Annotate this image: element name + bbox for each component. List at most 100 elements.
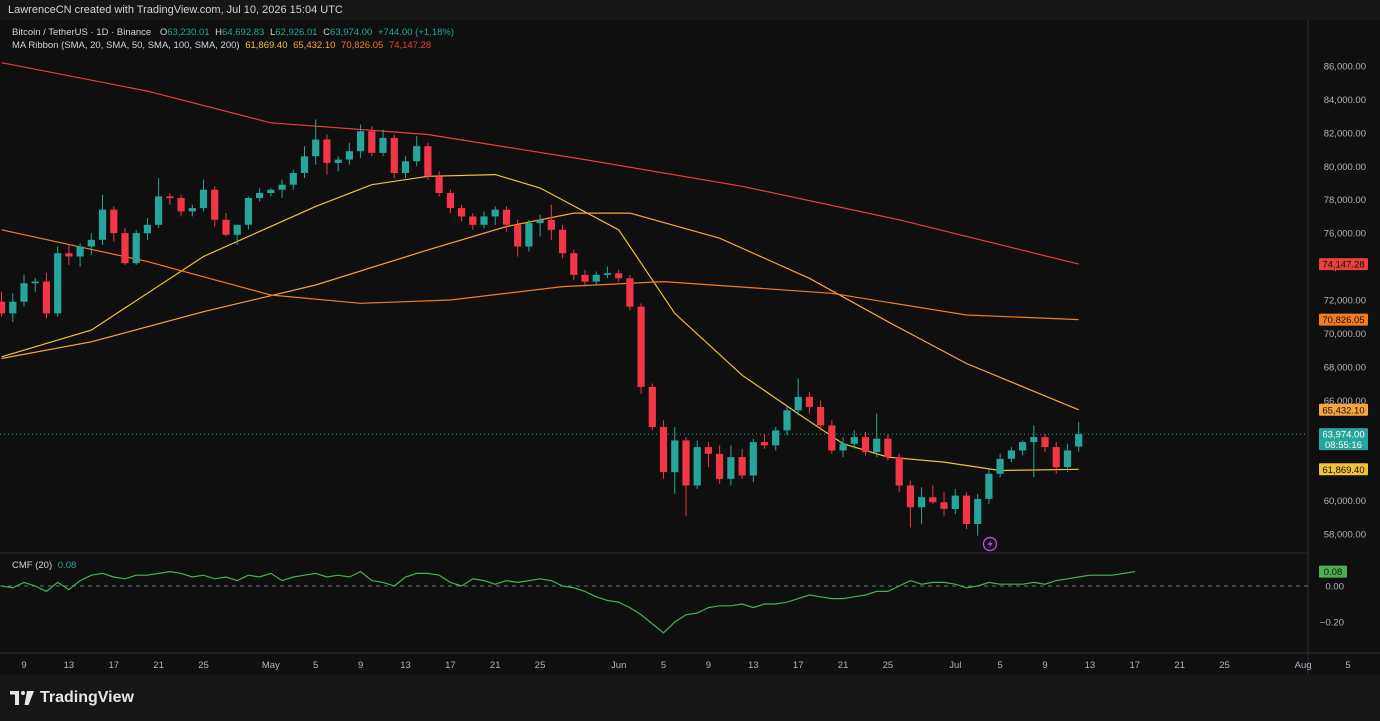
candle[interactable] bbox=[256, 188, 264, 202]
lightning-alert-icon[interactable] bbox=[982, 536, 998, 552]
candle[interactable] bbox=[155, 177, 163, 229]
candle[interactable] bbox=[547, 204, 555, 240]
candle[interactable] bbox=[446, 189, 454, 214]
candle[interactable] bbox=[671, 427, 679, 494]
candle[interactable] bbox=[783, 406, 791, 436]
candle[interactable] bbox=[738, 448, 746, 479]
candle[interactable] bbox=[121, 228, 129, 265]
candle[interactable] bbox=[772, 427, 780, 451]
candle[interactable] bbox=[110, 206, 118, 242]
candle[interactable] bbox=[289, 169, 297, 190]
candle[interactable] bbox=[177, 194, 185, 217]
candle[interactable] bbox=[581, 269, 589, 287]
candle[interactable] bbox=[188, 204, 196, 217]
candle[interactable] bbox=[199, 179, 208, 212]
candle[interactable] bbox=[760, 433, 769, 449]
candle[interactable] bbox=[334, 156, 342, 172]
candle[interactable] bbox=[716, 445, 724, 484]
candle[interactable] bbox=[682, 437, 690, 516]
candle[interactable] bbox=[974, 493, 982, 536]
candle[interactable] bbox=[1030, 425, 1038, 478]
candle[interactable] bbox=[615, 269, 623, 282]
candle[interactable] bbox=[895, 453, 903, 493]
candle[interactable] bbox=[345, 142, 353, 165]
candle[interactable] bbox=[805, 391, 813, 414]
candle[interactable] bbox=[65, 244, 73, 265]
candle[interactable] bbox=[749, 438, 757, 483]
candle[interactable] bbox=[1041, 433, 1049, 453]
candle[interactable] bbox=[491, 206, 499, 225]
candle[interactable] bbox=[861, 432, 870, 456]
candle[interactable] bbox=[31, 278, 39, 292]
chart-canvas[interactable]: 58,000.0060,000.0062,000.0064,000.0066,0… bbox=[0, 20, 1380, 675]
candle[interactable] bbox=[143, 218, 151, 240]
candle[interactable] bbox=[401, 156, 410, 178]
candle[interactable] bbox=[312, 119, 320, 165]
candle[interactable] bbox=[413, 136, 421, 167]
candle[interactable] bbox=[502, 206, 511, 232]
candle[interactable] bbox=[222, 213, 230, 237]
candle[interactable] bbox=[962, 492, 971, 529]
candle[interactable] bbox=[1007, 447, 1015, 463]
candle[interactable] bbox=[828, 420, 836, 454]
candle[interactable] bbox=[300, 146, 309, 178]
candle[interactable] bbox=[940, 492, 948, 516]
candle[interactable] bbox=[469, 213, 477, 230]
candle[interactable] bbox=[278, 179, 286, 199]
candle[interactable] bbox=[379, 129, 387, 157]
candle[interactable] bbox=[458, 204, 466, 222]
candle[interactable] bbox=[42, 273, 50, 319]
candle[interactable] bbox=[435, 171, 443, 197]
candle[interactable] bbox=[424, 142, 432, 180]
candle[interactable] bbox=[996, 453, 1004, 478]
candle[interactable] bbox=[850, 430, 858, 449]
candle[interactable] bbox=[1052, 442, 1060, 474]
candle[interactable] bbox=[626, 274, 634, 311]
candle[interactable] bbox=[951, 488, 959, 514]
candle[interactable] bbox=[873, 413, 881, 458]
candle[interactable] bbox=[98, 194, 107, 245]
candle[interactable] bbox=[20, 274, 28, 307]
candle[interactable] bbox=[884, 433, 892, 461]
candle[interactable] bbox=[357, 124, 365, 158]
candle[interactable] bbox=[9, 293, 17, 322]
candle[interactable] bbox=[54, 246, 62, 317]
candle[interactable] bbox=[929, 485, 937, 504]
tradingview-brand[interactable]: TradingView bbox=[10, 689, 134, 707]
candle[interactable] bbox=[1075, 422, 1083, 452]
candle[interactable] bbox=[76, 243, 84, 267]
candle[interactable] bbox=[1019, 440, 1027, 456]
candle[interactable] bbox=[132, 229, 140, 265]
candle[interactable] bbox=[514, 219, 522, 257]
candle[interactable] bbox=[693, 440, 701, 489]
candle[interactable] bbox=[592, 271, 600, 285]
candle[interactable] bbox=[211, 186, 219, 227]
chart-area[interactable]: 58,000.0060,000.0062,000.0064,000.0066,0… bbox=[0, 20, 1380, 675]
candle[interactable] bbox=[480, 211, 488, 229]
candle[interactable] bbox=[525, 219, 533, 252]
candle[interactable] bbox=[570, 249, 578, 280]
candle[interactable] bbox=[536, 214, 544, 237]
candle[interactable] bbox=[0, 291, 6, 317]
candle[interactable] bbox=[659, 420, 668, 479]
candle[interactable] bbox=[817, 400, 825, 431]
candle[interactable] bbox=[603, 266, 611, 279]
candle[interactable] bbox=[704, 442, 712, 468]
candle[interactable] bbox=[267, 188, 275, 197]
candle[interactable] bbox=[368, 126, 376, 157]
candle[interactable] bbox=[727, 445, 735, 486]
candle[interactable] bbox=[637, 303, 645, 394]
candle[interactable] bbox=[559, 224, 567, 259]
candle[interactable] bbox=[648, 383, 656, 431]
candle[interactable] bbox=[390, 134, 398, 178]
candle[interactable] bbox=[1063, 443, 1072, 473]
candle[interactable] bbox=[323, 134, 331, 175]
candle[interactable] bbox=[244, 196, 252, 230]
candle[interactable] bbox=[166, 193, 174, 205]
candle[interactable] bbox=[87, 233, 95, 255]
candle[interactable] bbox=[839, 437, 847, 458]
candle[interactable] bbox=[918, 487, 926, 524]
candle[interactable] bbox=[233, 224, 241, 245]
candle[interactable] bbox=[906, 480, 914, 528]
candle[interactable] bbox=[794, 378, 802, 416]
